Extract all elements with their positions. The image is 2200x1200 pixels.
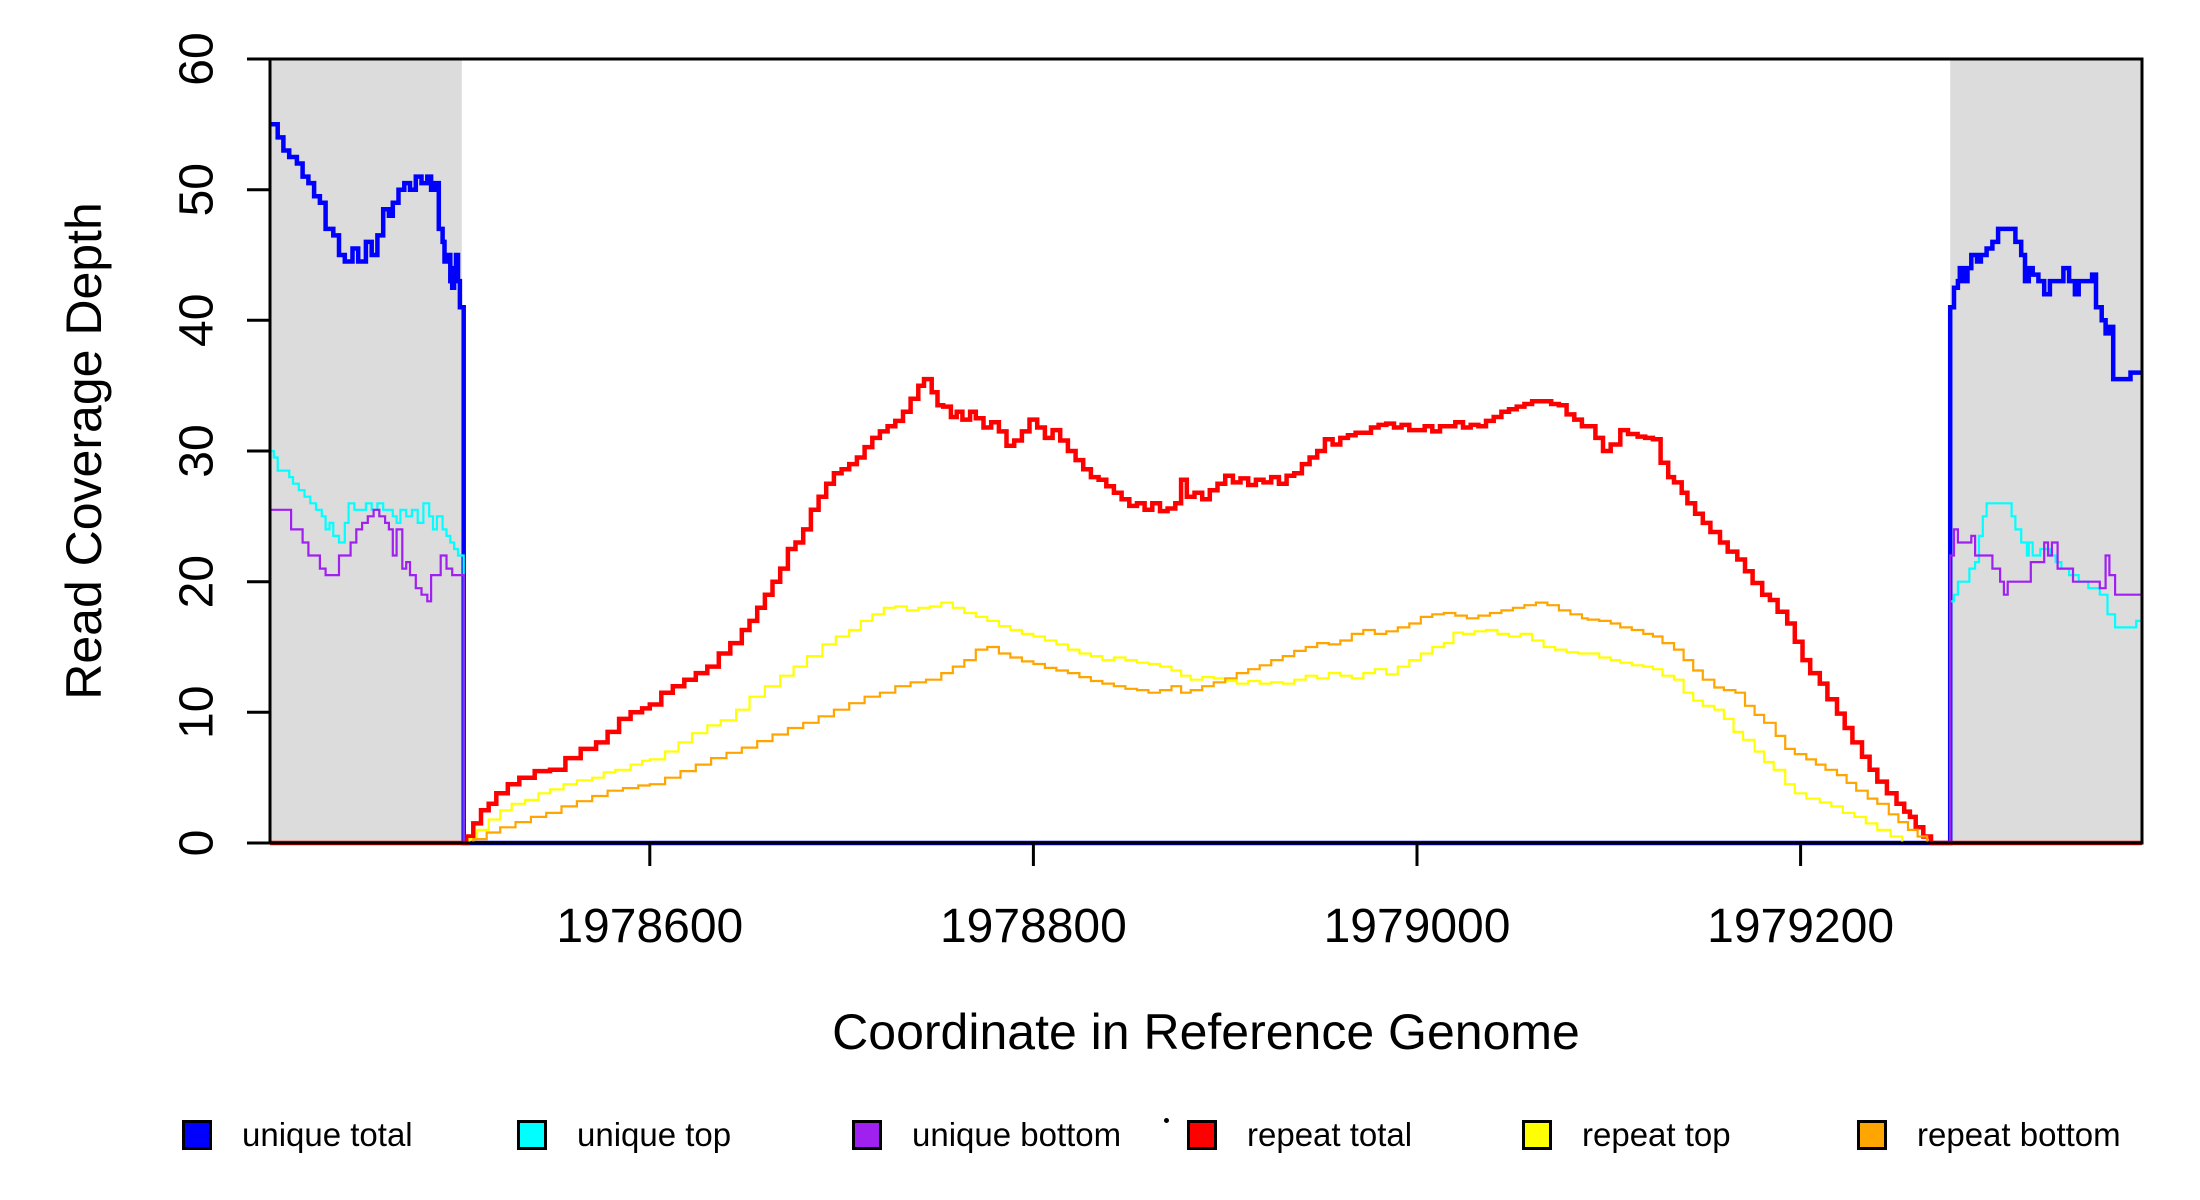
y-tick-label: 40 bbox=[171, 294, 224, 347]
legend-label: unique bottom bbox=[912, 1116, 1122, 1153]
y-tick-label: 30 bbox=[171, 424, 224, 477]
series-repeat-top bbox=[270, 601, 2142, 845]
legend-swatch bbox=[1187, 1119, 1217, 1150]
x-tick-label: 1979000 bbox=[1324, 900, 1511, 953]
series-unique-total bbox=[270, 122, 2142, 846]
x-tick-label: 1978600 bbox=[556, 900, 743, 953]
series-repeat-total bbox=[270, 376, 2142, 846]
series-unique-top bbox=[270, 449, 2142, 845]
legend-swatch bbox=[1522, 1119, 1552, 1150]
series-repeat-bottom bbox=[270, 601, 2142, 845]
stray-dot bbox=[1164, 1118, 1169, 1123]
legend-swatch bbox=[517, 1119, 547, 1150]
legend-label: repeat total bbox=[1247, 1116, 1413, 1153]
legend-item-unique-bottom: unique bottom bbox=[852, 1118, 1121, 1151]
legend-swatch bbox=[1857, 1119, 1887, 1150]
legend-label: repeat top bbox=[1582, 1116, 1731, 1153]
legend-item-repeat-bottom: repeat bottom bbox=[1857, 1118, 2121, 1151]
x-tick-label: 1978800 bbox=[940, 900, 1127, 953]
legend-swatch bbox=[852, 1119, 882, 1150]
legend-item-unique-total: unique total bbox=[182, 1118, 413, 1151]
legend-item-repeat-top: repeat top bbox=[1522, 1118, 1731, 1151]
plot-box bbox=[268, 57, 2144, 845]
legend-label: unique top bbox=[577, 1116, 732, 1153]
shaded-region bbox=[1950, 59, 2142, 843]
legend-label: unique total bbox=[242, 1116, 413, 1153]
y-tick-label: 10 bbox=[171, 686, 224, 739]
y-tick-label: 50 bbox=[171, 163, 224, 216]
legend-label: repeat bottom bbox=[1917, 1116, 2121, 1153]
y-tick-label: 60 bbox=[171, 32, 224, 85]
legend-item-repeat-total: repeat total bbox=[1187, 1118, 1412, 1151]
y-axis-title: Read Coverage Depth bbox=[56, 202, 112, 700]
y-tick-label: 20 bbox=[171, 555, 224, 608]
x-tick-label: 1979200 bbox=[1707, 900, 1894, 953]
legend-item-unique-top: unique top bbox=[517, 1118, 731, 1151]
legend-swatch bbox=[182, 1119, 212, 1150]
y-tick-label: 0 bbox=[171, 830, 224, 857]
x-axis-title: Coordinate in Reference Genome bbox=[832, 1004, 1580, 1060]
series-unique-bottom bbox=[270, 508, 2142, 845]
